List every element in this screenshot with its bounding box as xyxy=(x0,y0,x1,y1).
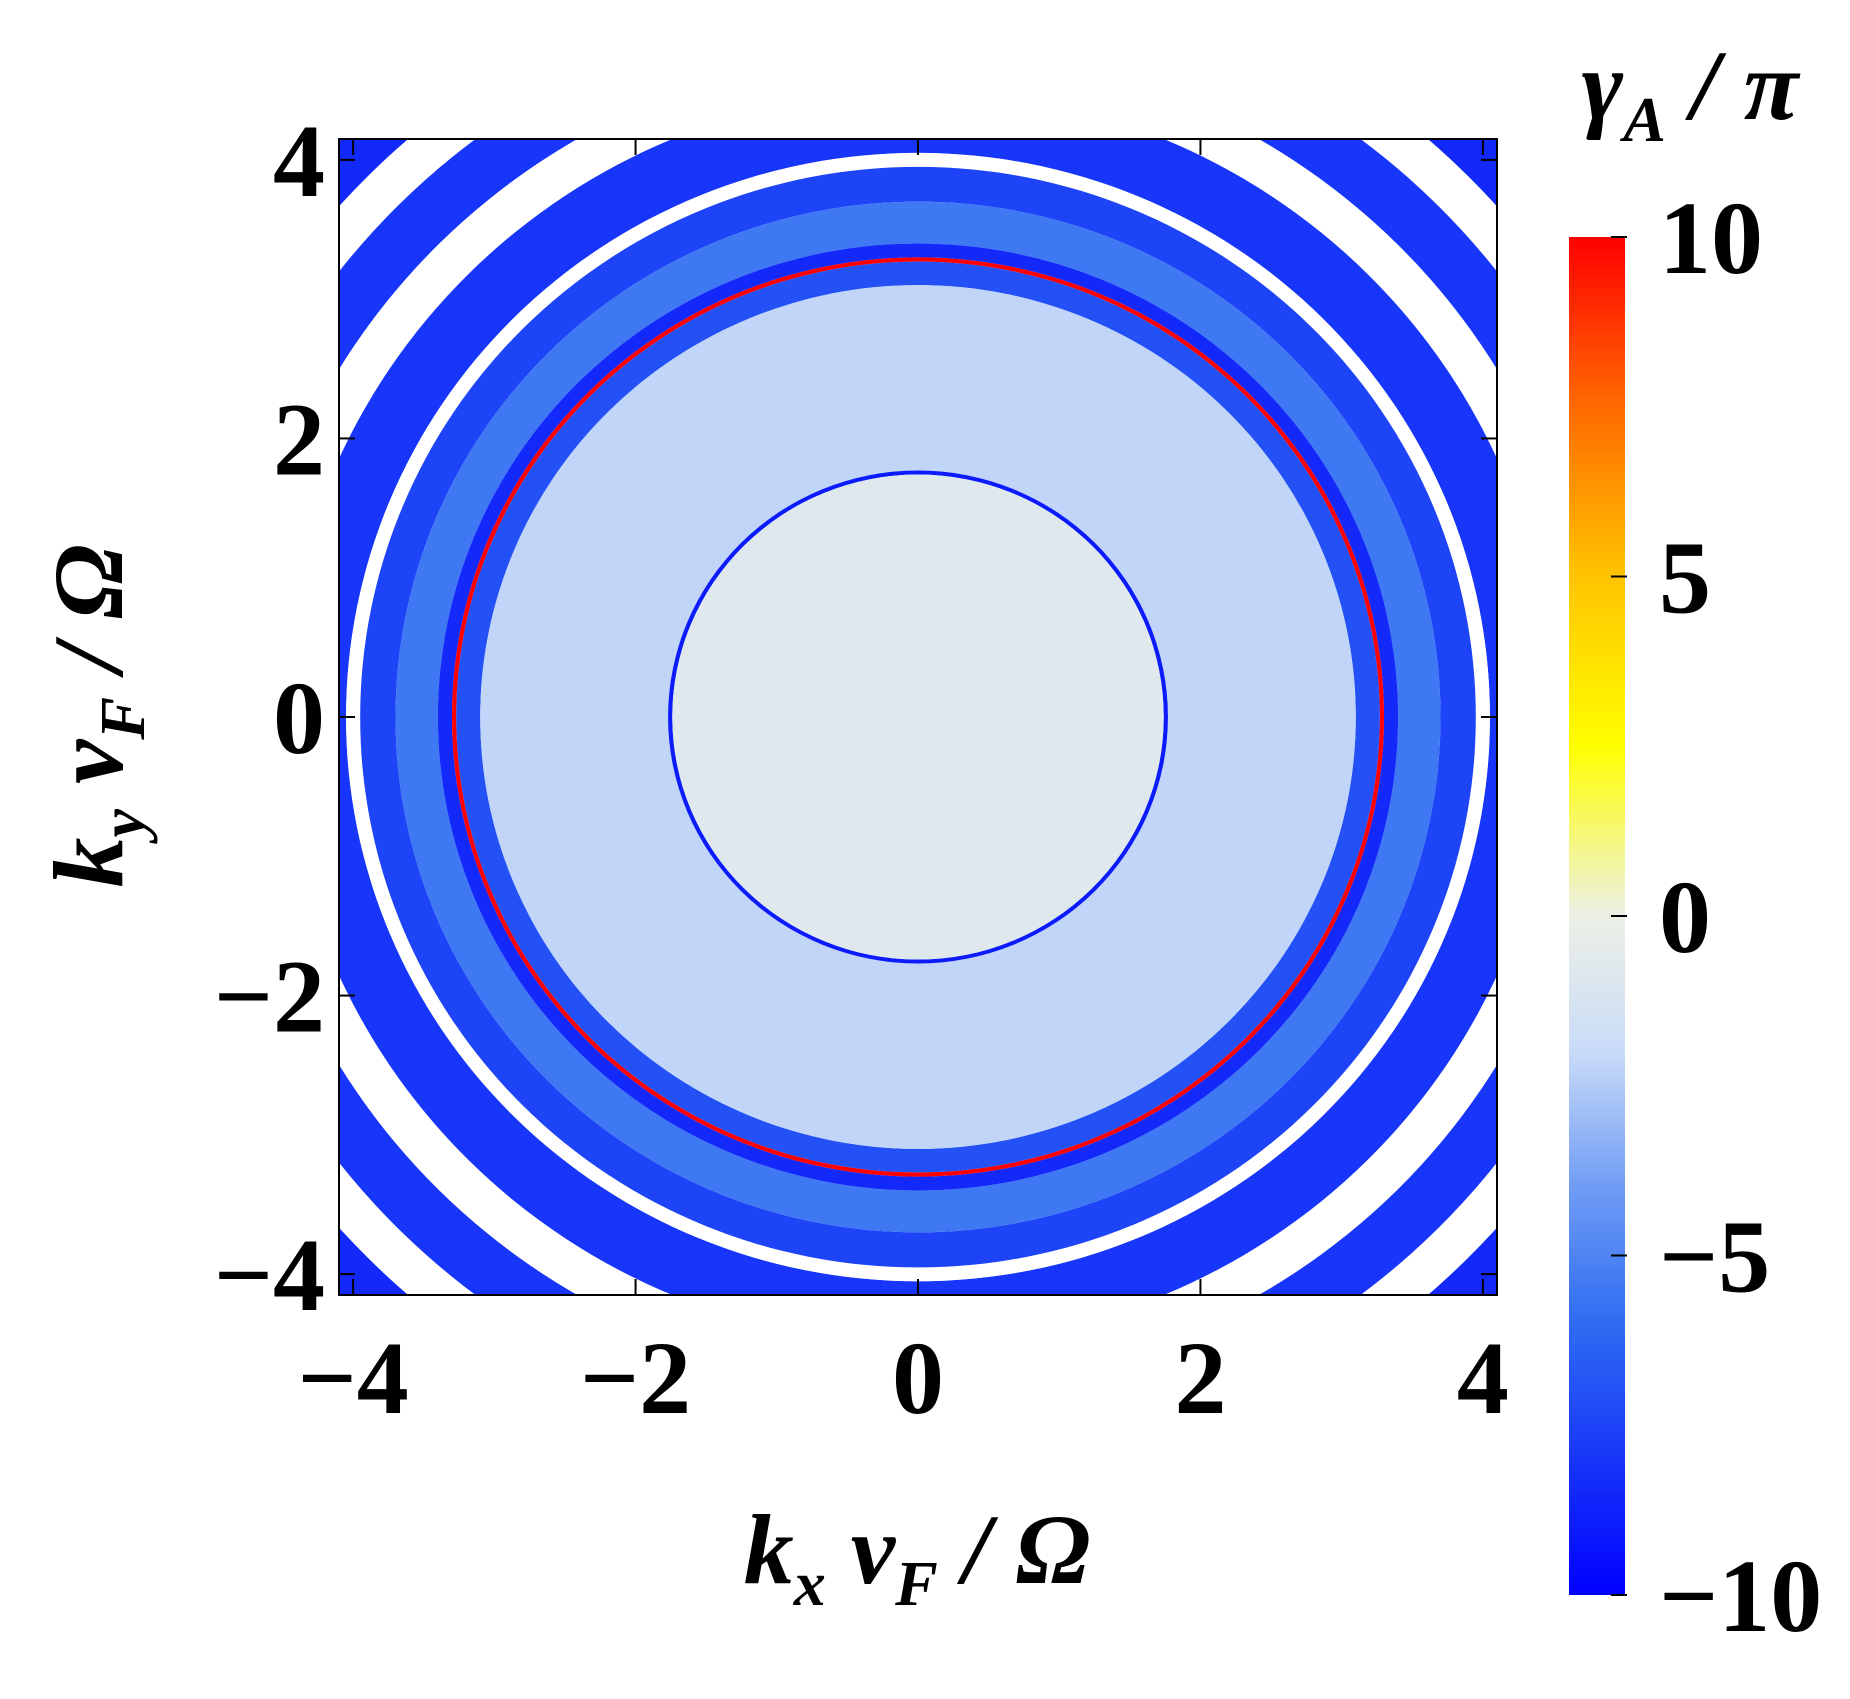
x-tick-label: −2 xyxy=(580,1321,691,1436)
y-tick-label: 2 xyxy=(273,382,325,497)
label-part: γ xyxy=(1582,30,1624,141)
label-subscript: A xyxy=(1619,84,1666,155)
label-subscript: x xyxy=(793,1548,826,1619)
x-axis-label: kx vF / Ω xyxy=(744,1494,1090,1619)
colorbar-label: γA / π xyxy=(1582,30,1801,155)
label-part: k xyxy=(744,1494,794,1605)
label-part: / Ω xyxy=(33,545,144,697)
label-subscript: F xyxy=(894,1548,938,1619)
y-tick-label: 0 xyxy=(273,661,325,776)
y-tick-label: −4 xyxy=(214,1218,325,1333)
x-tick-label: 4 xyxy=(1457,1321,1509,1436)
label-part: v xyxy=(33,738,144,809)
density-field xyxy=(339,139,1497,1295)
x-tick-label: 2 xyxy=(1174,1321,1226,1436)
label-part: v xyxy=(826,1494,897,1605)
label-part: / π xyxy=(1666,30,1801,141)
y-axis-label: ky vF / Ω xyxy=(33,545,158,888)
colorbar-tick-label: 10 xyxy=(1659,181,1763,296)
y-tick-label: −2 xyxy=(214,940,325,1055)
colorbar-tick-label: −5 xyxy=(1659,1200,1770,1315)
colorbar-tick-label: 5 xyxy=(1659,521,1711,636)
colorbar-tick-label: 0 xyxy=(1659,860,1711,975)
colorbar-tick-label: −10 xyxy=(1659,1539,1822,1654)
label-part: / Ω xyxy=(938,1494,1090,1605)
ring xyxy=(480,285,1356,1149)
y-tick-label: 4 xyxy=(273,104,325,219)
x-tick-label: −4 xyxy=(297,1321,408,1436)
ring xyxy=(672,474,1164,960)
label-part: k xyxy=(33,837,144,887)
x-tick-label: 0 xyxy=(892,1321,944,1436)
label-subscript: F xyxy=(87,697,158,741)
